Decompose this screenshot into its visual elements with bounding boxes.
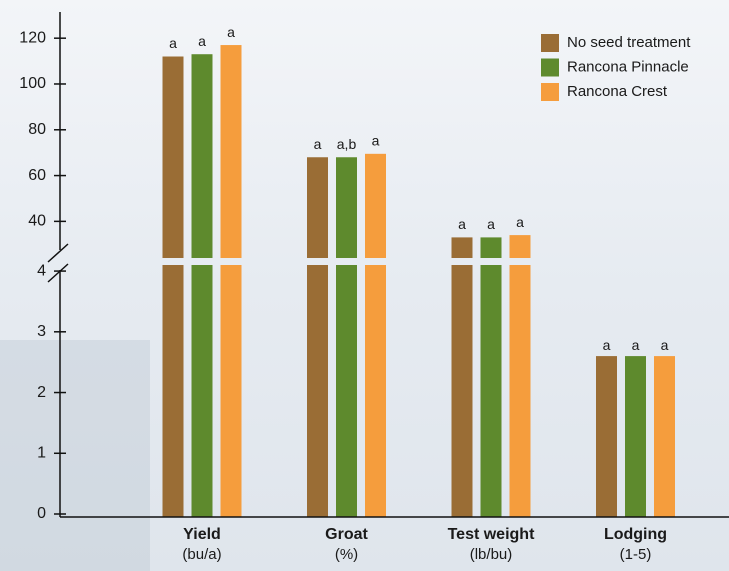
bar-segment — [336, 265, 357, 517]
legend-label: Rancona Pinnacle — [567, 58, 689, 75]
bar-letter: a — [603, 337, 611, 353]
y-tick-label: 120 — [19, 29, 46, 46]
bar-segment — [336, 157, 357, 258]
y-tick-label: 40 — [28, 213, 46, 230]
y-tick-label: 80 — [28, 121, 46, 138]
bar-letter: a — [198, 33, 206, 49]
background-machine — [0, 340, 150, 571]
bar — [162, 56, 184, 517]
bar-segment — [654, 356, 675, 517]
y-tick-label: 3 — [37, 323, 46, 340]
bar — [654, 356, 675, 517]
bar-letter: a — [227, 24, 235, 40]
legend-swatch — [541, 58, 559, 77]
bar-segment — [509, 265, 531, 517]
bar-letter: a — [516, 214, 524, 230]
y-tick-label: 2 — [37, 384, 46, 401]
bar-segment — [480, 265, 502, 517]
bar — [336, 157, 357, 517]
x-tick-unit: (1-5) — [620, 546, 652, 563]
legend-label: Rancona Crest — [567, 83, 668, 100]
bar-letter: a — [169, 35, 177, 51]
y-tick-label: 4 — [37, 262, 46, 279]
bar-letter: a — [458, 216, 466, 232]
axis-break — [47, 243, 69, 263]
bar — [509, 235, 531, 517]
y-tick-label: 1 — [37, 444, 46, 461]
x-tick-unit: (bu/a) — [182, 546, 221, 563]
bar-segment — [596, 356, 617, 517]
legend-swatch — [541, 83, 559, 101]
y-tick-label: 0 — [37, 505, 46, 522]
bar-segment — [451, 237, 473, 258]
x-tick-label: Groat — [325, 526, 368, 543]
bar — [480, 237, 502, 517]
bar — [191, 54, 213, 517]
x-tick-unit: (%) — [335, 546, 358, 563]
bar-segment — [480, 237, 502, 258]
bar-segment — [220, 45, 242, 258]
bar-letter: a — [487, 216, 495, 232]
bar — [307, 157, 328, 517]
legend-swatch — [541, 34, 559, 52]
bar-segment — [191, 54, 213, 259]
bar — [625, 356, 646, 517]
y-tick-label: 60 — [28, 167, 46, 184]
plot — [162, 45, 675, 517]
bar-segment — [365, 265, 386, 517]
bar-segment — [220, 265, 242, 517]
bar-letter: a — [661, 337, 669, 353]
bar-letter: a,b — [337, 136, 357, 152]
bar-segment — [162, 56, 184, 259]
x-tick-label: Test weight — [448, 526, 535, 543]
bar-segment — [365, 153, 386, 258]
bar-letter: a — [632, 337, 640, 353]
bar — [220, 45, 242, 517]
bar — [596, 356, 617, 517]
bar-segment — [191, 265, 213, 517]
bar-letter: a — [372, 133, 380, 149]
bar-segment — [307, 265, 328, 517]
legend-label: No seed treatment — [567, 34, 691, 51]
bar-segment — [509, 235, 531, 258]
bar-segment — [625, 356, 646, 517]
bar-segment — [307, 157, 328, 258]
bar-segment — [162, 265, 184, 517]
x-tick-label: Lodging — [604, 526, 667, 543]
bar-letter: a — [314, 136, 322, 152]
y-tick-label: 100 — [19, 75, 46, 92]
bar — [451, 237, 473, 517]
x-tick-label: Yield — [183, 526, 221, 543]
bar — [365, 153, 386, 517]
x-tick-unit: (lb/bu) — [470, 546, 513, 563]
axis-break — [47, 263, 69, 283]
bar-segment — [451, 265, 473, 517]
